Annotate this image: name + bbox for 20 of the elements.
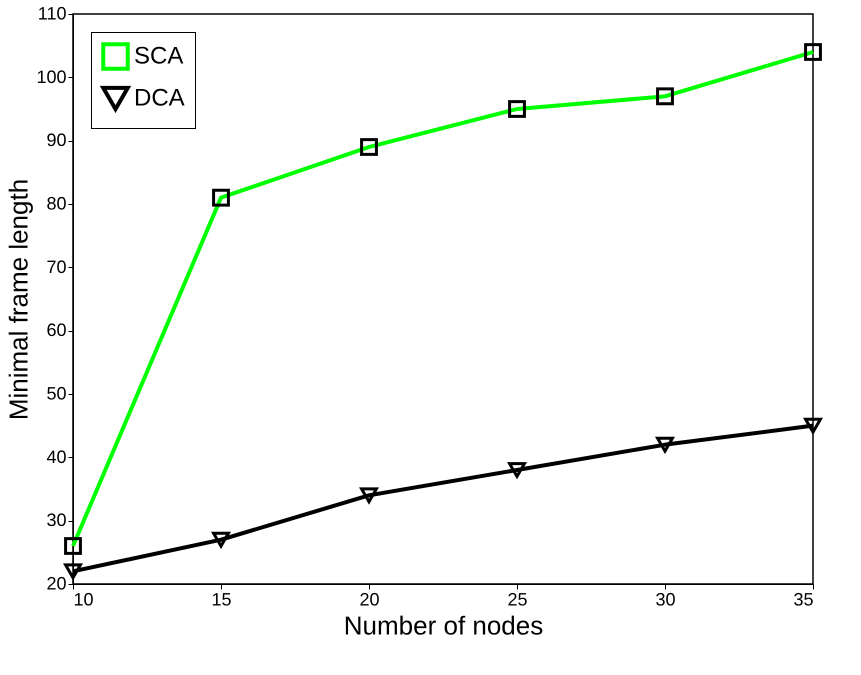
- x-tick-label: 25: [507, 590, 528, 610]
- y-tick-label: 80: [46, 194, 66, 214]
- y-tick-label: 60: [46, 320, 66, 340]
- y-axis-title: Minimal frame length: [3, 178, 34, 420]
- y-tick-label: 50: [46, 384, 66, 404]
- legend-label: SCA: [134, 42, 184, 70]
- y-tick-label: 110: [38, 4, 66, 24]
- y-tick-label: 90: [46, 130, 66, 150]
- x-tick-label: 10: [74, 590, 94, 610]
- x-axis-title: Number of nodes: [344, 610, 544, 640]
- y-tick-label: 70: [46, 256, 66, 277]
- x-tick-label: 15: [211, 590, 232, 610]
- x-tick-label: 20: [359, 590, 380, 610]
- legend-label: DCA: [134, 84, 185, 112]
- x-tick-label: 35: [793, 590, 814, 610]
- y-tick-label: 100: [36, 66, 66, 87]
- y-tick-label: 20: [46, 574, 66, 594]
- y-tick-label: 30: [46, 510, 66, 530]
- x-tick-label: 30: [655, 590, 676, 610]
- y-tick-label: 40: [46, 446, 66, 467]
